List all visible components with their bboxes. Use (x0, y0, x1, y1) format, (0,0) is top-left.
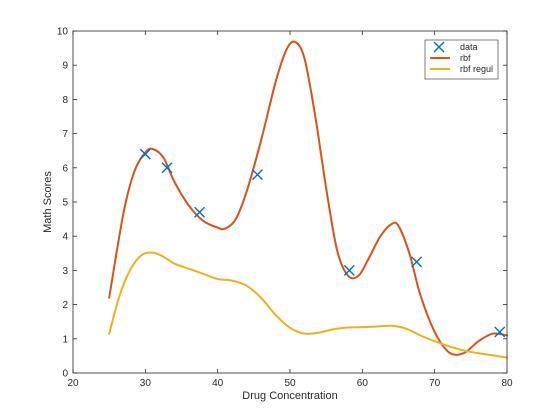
marker-stroke (494, 326, 506, 338)
legend-item: data (433, 41, 478, 53)
legend-item: rbf (430, 53, 471, 63)
y-tick-label: 8 (62, 95, 68, 106)
y-axis-label: Math Scores (42, 171, 54, 233)
series-line-rbf-regul (108, 251, 508, 359)
legend-label: rbf (460, 53, 471, 63)
marker-stroke (411, 256, 423, 268)
data-point (411, 256, 423, 268)
x-tick-label: 30 (140, 378, 152, 389)
legend-item: rbf regul (430, 64, 493, 74)
marker-stroke (343, 264, 355, 276)
marker-stroke (139, 148, 151, 160)
x-tick-label: 80 (501, 378, 513, 389)
legend-label: rbf regul (460, 64, 493, 74)
series-layer (108, 40, 508, 359)
marker-stroke (194, 206, 206, 218)
y-tick-label: 7 (62, 129, 68, 140)
x-tick-label: 20 (67, 378, 79, 389)
x-axis-label: Drug Concentration (242, 390, 337, 402)
x-tick-label: 50 (284, 378, 296, 389)
data-point (343, 264, 355, 276)
y-tick-label: 6 (62, 163, 68, 174)
legend-swatch-marker (433, 41, 445, 53)
data-point (161, 162, 173, 174)
data-point (139, 148, 151, 160)
y-tick-label: 3 (62, 266, 68, 277)
marker-stroke (251, 169, 263, 181)
data-point (194, 206, 206, 218)
data-point (494, 326, 506, 338)
y-tick-label: 1 (62, 334, 68, 345)
marker-stroke (433, 41, 445, 53)
y-tick-label: 0 (62, 369, 68, 380)
y-tick-label: 5 (62, 198, 68, 209)
y-tick-label: 9 (62, 61, 68, 72)
x-tick-label: 40 (212, 378, 224, 389)
plot-area (73, 31, 507, 373)
x-tick-label: 70 (429, 378, 441, 389)
y-tick-label: 10 (57, 27, 69, 38)
y-tick-label: 4 (62, 232, 68, 243)
x-tick-label: 60 (357, 378, 369, 389)
y-tick-label: 2 (62, 300, 68, 311)
marker-stroke (161, 162, 173, 174)
legend-box (424, 39, 499, 80)
data-point (251, 169, 263, 181)
legend-label: data (460, 42, 478, 52)
tick-layer: 20 30 40 50 60 70 80 0 1 2 3 4 5 6 7 8 9 10 (57, 27, 513, 390)
